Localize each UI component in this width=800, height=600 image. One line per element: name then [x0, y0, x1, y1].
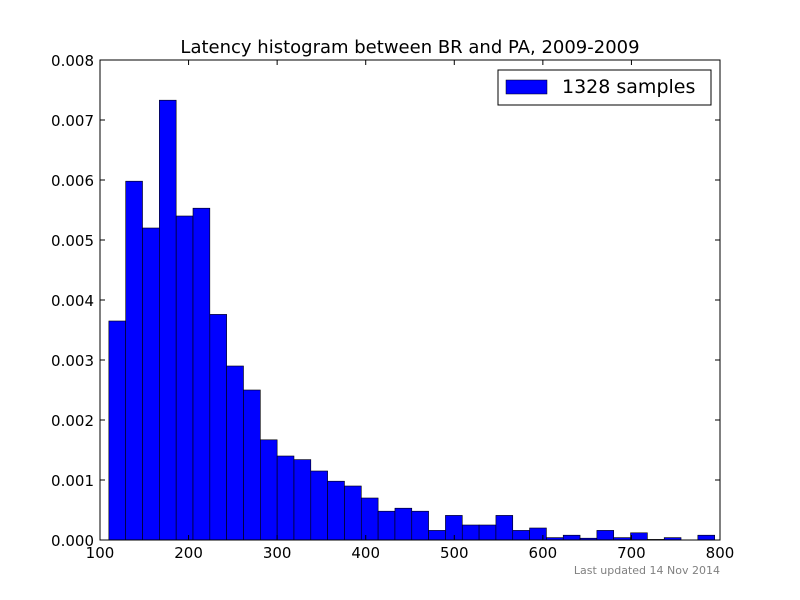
x-tick-label: 100	[86, 544, 115, 562]
y-tick-label: 0.005	[51, 232, 94, 250]
y-tick-label: 0.000	[51, 532, 94, 550]
histogram-bar	[377, 510, 396, 541]
x-tick-label: 200	[174, 544, 203, 562]
histogram-bar	[461, 524, 480, 541]
x-tick-label: 600	[529, 544, 558, 562]
histogram-bar	[344, 485, 362, 541]
histogram-bar	[175, 215, 194, 541]
last-updated-note: Last updated 14 Nov 2014	[574, 564, 720, 577]
histogram-bar	[562, 534, 581, 541]
histogram-bar	[293, 459, 312, 541]
histogram-bar	[411, 510, 429, 541]
chart-title: Latency histogram between BR and PA, 200…	[180, 37, 639, 58]
histogram-bar	[192, 207, 211, 541]
x-tick-label: 700	[617, 544, 646, 562]
x-tick-label: 400	[351, 544, 380, 562]
histogram-bar	[226, 365, 244, 541]
histogram-bar	[260, 439, 278, 541]
y-tick-label: 0.006	[51, 172, 94, 190]
histogram-bars	[108, 99, 715, 541]
y-tick-label: 0.001	[51, 472, 94, 490]
x-tick-label: 300	[263, 544, 292, 562]
histogram-bar	[529, 527, 547, 541]
y-tick-label: 0.007	[51, 112, 94, 130]
histogram-bar	[310, 470, 328, 541]
y-tick-label: 0.002	[51, 412, 94, 430]
histogram-bar	[108, 320, 126, 541]
histogram-bar	[125, 180, 143, 541]
x-tick-label: 500	[440, 544, 469, 562]
axis-ticks: 100 200 300 400 500 600 700 800 0.000 0.001 0.002 0…	[51, 52, 734, 562]
histogram-bar	[697, 534, 715, 541]
histogram-bar	[327, 480, 345, 541]
histogram-bar	[159, 99, 177, 541]
histogram-bar	[243, 389, 261, 541]
histogram-bar	[596, 530, 615, 541]
y-tick-label: 0.003	[51, 352, 94, 370]
histogram-bar	[630, 532, 648, 541]
histogram-bar	[428, 530, 446, 541]
y-tick-label: 0.008	[51, 52, 94, 70]
y-tick-label: 0.004	[51, 292, 94, 310]
histogram-bar	[276, 455, 295, 541]
histogram-bar	[495, 515, 514, 541]
x-tick-label: 800	[706, 544, 735, 562]
histogram-bar	[142, 227, 160, 541]
histogram-bar	[209, 314, 227, 541]
legend-label: 1328 samples	[562, 76, 695, 98]
legend: 1328 samples	[497, 69, 712, 106]
histogram-bar	[394, 507, 413, 541]
legend-swatch	[505, 79, 548, 95]
histogram-bar	[512, 530, 530, 541]
histogram-bar	[478, 524, 497, 541]
histogram-bar	[360, 497, 379, 541]
